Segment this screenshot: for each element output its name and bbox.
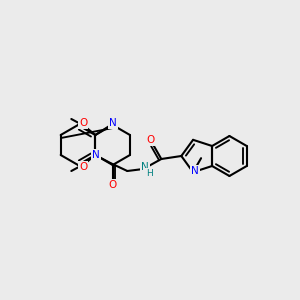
Text: O: O — [79, 118, 87, 128]
Text: N: N — [109, 118, 116, 128]
Text: N: N — [141, 162, 149, 172]
Text: O: O — [109, 180, 117, 190]
Text: N: N — [92, 150, 100, 160]
Text: H: H — [146, 169, 153, 178]
Text: O: O — [79, 162, 87, 172]
Text: N: N — [191, 166, 199, 176]
Text: O: O — [146, 135, 154, 145]
